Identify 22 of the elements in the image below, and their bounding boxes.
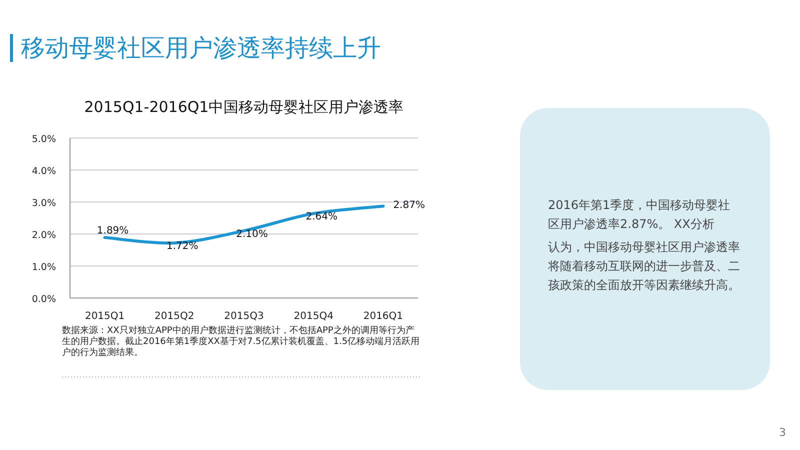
chart-title: 2015Q1-2016Q1中国移动母婴社区用户渗透率 [84,98,404,116]
y-tick-label: 1.0% [32,262,56,273]
data-label: 2.10% [236,228,268,240]
x-tick-label: 2015Q3 [224,311,264,322]
y-tick-label: 0.0% [32,294,56,305]
source-note: 数据来源：XX只对独立APP中的用户数据进行监测统计，不包括APP之外的调用等行为产生的用户数据。截止2016年第1季度XX基于对7.5亿累计装机覆盖、1.5亿移动端月活跃用户的行为监测结果。 [62,326,421,359]
y-tick-label: 4.0% [32,166,56,177]
data-label: 1.72% [166,240,198,252]
data-label: 2.87% [393,200,425,212]
data-label: 1.89% [96,226,129,237]
text: 认为，中国移动母婴社区用户渗透率将随着移动互联网的进一步普及、二孩政策的全面放开等因素继续升高。 [548,239,741,294]
x-tick-label: 2015Q2 [154,311,194,322]
x-tick-label: 2015Q1 [84,311,125,322]
x-tick-label: 2015Q4 [294,311,334,322]
text: 2016年第1季度，中国移动母婴社区用户渗透率2.87%。 XX分析 [548,197,732,233]
y-tick-label: 3.0% [32,198,56,209]
data-label: 2.64% [306,212,338,223]
x-tick-label: 2016Q1 [363,311,404,322]
y-tick-label: 5.0% [32,134,56,145]
text: 3 [779,426,786,439]
y-tick-label: 2.0% [32,230,56,241]
text: 移动母婴社区用户渗透率持续上升 [10,34,381,62]
